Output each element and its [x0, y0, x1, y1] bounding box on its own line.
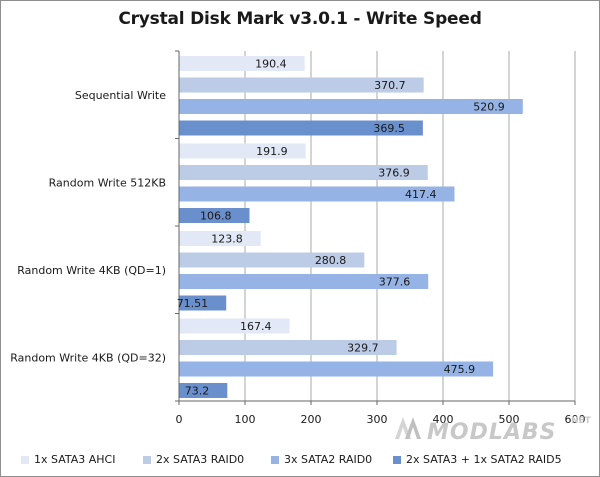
category-label: Random Write 512KB	[49, 176, 166, 189]
bar	[179, 295, 227, 311]
legend: 1x SATA3 AHCI 2x SATA3 RAID0 3x SATA2 RAID…	[21, 453, 596, 473]
watermark-text: MODLABS	[427, 420, 557, 445]
legend-item: 1x SATA3 AHCI	[21, 453, 115, 466]
watermark-logo: MODLABS NET	[395, 416, 592, 445]
data-label: 329.7	[347, 342, 379, 355]
bar	[179, 120, 423, 136]
axes	[175, 50, 576, 405]
legend-swatch	[143, 455, 151, 464]
data-label: 280.8	[315, 254, 347, 267]
legend-swatch	[21, 455, 29, 464]
bar	[179, 318, 290, 334]
legend-label: 3x SATA2 RAID0	[284, 453, 373, 466]
legend-item: 3x SATA2 RAID0	[271, 453, 372, 466]
data-label: 73.2	[185, 385, 210, 398]
bars	[179, 56, 523, 398]
bar	[179, 361, 494, 377]
x-tick-label: 600	[565, 413, 586, 426]
legend-label: 1x SATA3 AHCI	[34, 453, 116, 466]
bar	[179, 143, 306, 159]
x-tick-label: 100	[235, 413, 256, 426]
x-tick-label: 300	[367, 413, 388, 426]
watermark-suffix: NET	[571, 416, 592, 426]
data-label: 475.9	[444, 363, 476, 376]
x-tick-label: 0	[176, 413, 183, 426]
x-tick-label: 500	[499, 413, 520, 426]
data-label: 106.8	[200, 210, 232, 223]
category-label: Random Write 4KB (QD=32)	[10, 351, 166, 364]
data-label: 191.9	[256, 145, 288, 158]
bar	[179, 340, 397, 355]
data-label: 520.9	[473, 101, 505, 114]
data-label: 190.4	[255, 58, 287, 71]
legend-item: 2x SATA3 RAID0	[143, 453, 244, 466]
labels: 0 100 200 300 400 500 600 Sequential Write 190.4…	[10, 58, 585, 427]
data-label: 71.51	[177, 297, 209, 310]
legend-swatch	[271, 455, 279, 464]
data-label: 370.7	[374, 79, 406, 92]
legend-label: 2x SATA3 RAID0	[156, 453, 245, 466]
data-label: 376.9	[378, 167, 410, 180]
legend-label: 2x SATA3 + 1x SATA2 RAID5	[406, 453, 562, 466]
watermark-emblem-icon	[395, 417, 421, 439]
bar	[179, 77, 424, 93]
legend-item: 2x SATA3 + 1x SATA2 RAID5	[393, 453, 562, 466]
data-label: 417.4	[405, 188, 437, 201]
bar	[179, 274, 429, 289]
data-label: 167.4	[240, 320, 272, 333]
category-label: Random Write 4KB (QD=1)	[17, 264, 166, 277]
data-label: 123.8	[211, 233, 243, 246]
bar	[179, 165, 428, 180]
bar	[179, 231, 261, 246]
bar	[179, 99, 523, 114]
x-tick-label: 400	[433, 413, 454, 426]
bar	[179, 383, 228, 398]
chart-title: Crystal Disk Mark v3.0.1 - Write Speed	[118, 9, 482, 29]
data-label: 369.5	[373, 122, 405, 135]
bar	[179, 208, 250, 223]
bar	[179, 56, 305, 71]
x-tick-label: 200	[301, 413, 322, 426]
bar	[179, 252, 365, 268]
legend-swatch	[393, 455, 401, 464]
data-label: 377.6	[379, 276, 411, 289]
bar	[179, 186, 455, 202]
category-label: Sequential Write	[75, 89, 166, 102]
